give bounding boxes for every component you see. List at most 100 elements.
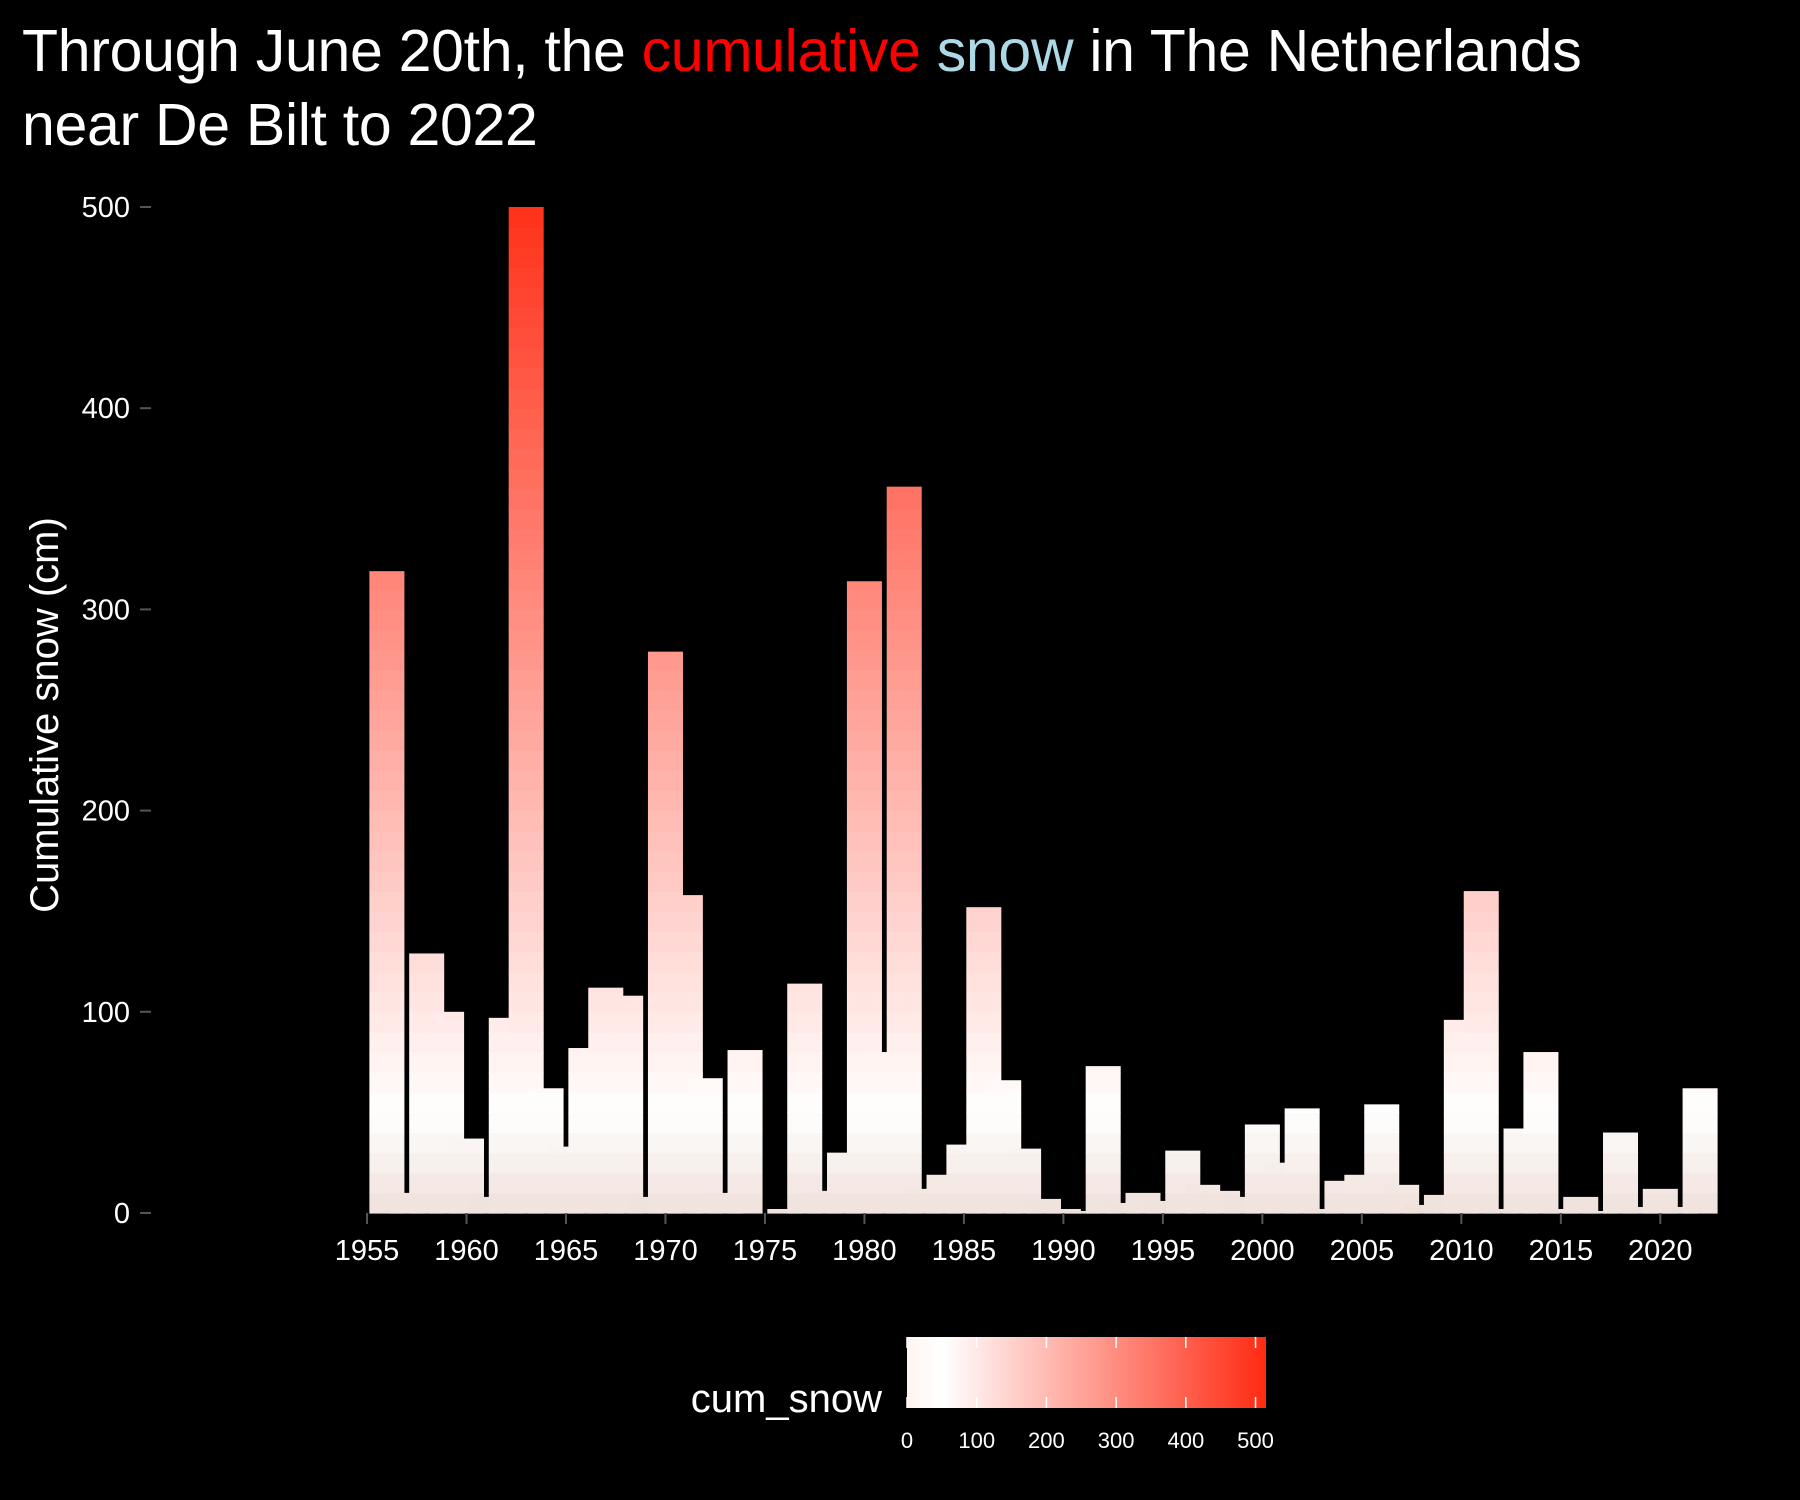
bar-segment <box>846 951 882 973</box>
bar-segment <box>966 991 1002 1013</box>
bar-segment <box>369 1112 405 1134</box>
bar-segment <box>787 1031 823 1053</box>
bar-segment <box>369 1052 405 1073</box>
bar-1990 <box>1045 1208 1081 1214</box>
bar-segment <box>508 790 544 812</box>
bar-segment <box>966 907 1002 912</box>
bar-segment <box>727 1050 763 1053</box>
bar-segment <box>846 891 882 912</box>
x-tick-label-1960: 1960 <box>434 1235 499 1267</box>
bar-segment <box>986 1112 1022 1134</box>
bar-segment <box>846 971 882 993</box>
bar-segment <box>568 1048 604 1053</box>
bar-segment <box>886 1092 922 1113</box>
bar-segment <box>369 710 405 731</box>
bar-segment <box>846 581 882 590</box>
bar-segment <box>787 1172 823 1194</box>
bar-segment <box>787 1011 823 1033</box>
bar-segment <box>548 1146 584 1154</box>
bar-segment <box>369 830 405 852</box>
bar-segment <box>1244 1132 1280 1154</box>
bar-2008 <box>1404 1204 1440 1214</box>
bar-segment <box>787 1112 823 1134</box>
bar-segment <box>508 991 544 1013</box>
bar-segment <box>1085 1152 1121 1174</box>
bar-segment <box>429 1092 465 1113</box>
bar-segment <box>369 770 405 792</box>
legend-tick-label-0: 0 <box>901 1428 913 1453</box>
bar-segment <box>1682 1132 1718 1154</box>
bar-segment <box>508 1072 544 1093</box>
bar-segment <box>1105 1202 1141 1214</box>
bar-segment <box>508 227 544 248</box>
bar-segment <box>846 810 882 832</box>
bar-segment <box>508 528 544 550</box>
bar-segment <box>1463 971 1499 993</box>
bar-2018 <box>1603 1132 1639 1214</box>
x-tick-label-1980: 1980 <box>832 1235 897 1267</box>
bar-segment <box>846 991 882 1013</box>
bar-segment <box>886 1112 922 1134</box>
bar-segment <box>886 508 922 530</box>
bar-segment <box>886 971 922 993</box>
bar-segment <box>886 528 922 550</box>
bar-segment <box>1085 1132 1121 1154</box>
bar-segment <box>647 770 683 792</box>
bar-segment <box>608 1052 644 1073</box>
bar-segment <box>886 750 922 771</box>
bar-segment <box>647 830 683 852</box>
legend-tick-label-300: 300 <box>1098 1428 1135 1453</box>
bar-segment <box>369 951 405 973</box>
bar-segment <box>369 730 405 751</box>
bar-segment <box>508 247 544 268</box>
bar-segment <box>369 1152 405 1174</box>
bar-segment <box>1045 1208 1081 1214</box>
bar-segment <box>906 1188 942 1194</box>
y-axis: 0 100 200 300 400 500 <box>82 192 151 1230</box>
bar-segment <box>966 971 1002 993</box>
bar-segment <box>647 750 683 771</box>
y-tick-label-300: 300 <box>82 594 130 626</box>
bar-segment <box>508 267 544 289</box>
bar-segment <box>508 207 544 228</box>
bar-segment <box>846 870 882 892</box>
bar-segment <box>1364 1104 1400 1113</box>
bar-segment <box>886 911 922 932</box>
bar-segment <box>886 710 922 731</box>
bar-segment <box>647 790 683 812</box>
bar-segment <box>846 649 882 671</box>
y-axis-title: Cumulative snow (cm) <box>23 517 67 913</box>
bar-segment <box>647 810 683 832</box>
bar-2002 <box>1284 1108 1320 1214</box>
bar-segment <box>508 367 544 389</box>
bar-segment <box>1384 1184 1420 1194</box>
bar-segment <box>727 1192 763 1214</box>
bar-segment <box>608 1152 644 1174</box>
bar-segment <box>667 971 703 993</box>
bar-segment <box>508 710 544 731</box>
x-tick-label-2005: 2005 <box>1330 1235 1395 1267</box>
bar-segment <box>846 911 882 932</box>
bar-segment <box>369 971 405 993</box>
bar-segment <box>508 891 544 912</box>
bar-segment <box>369 810 405 832</box>
bar-segment <box>508 730 544 751</box>
bar-segment <box>528 1088 564 1093</box>
bar-segment <box>1085 1072 1121 1093</box>
bar-segment <box>986 1132 1022 1154</box>
bar-segment <box>647 870 683 892</box>
x-tick-label-1990: 1990 <box>1031 1235 1096 1267</box>
bar-segment <box>608 1172 644 1194</box>
bar-segment <box>886 850 922 872</box>
x-tick-label-2015: 2015 <box>1529 1235 1594 1267</box>
bar-segment <box>846 589 882 610</box>
bar-segment <box>369 911 405 932</box>
bar-segment <box>787 1132 823 1154</box>
bar-segment <box>1523 1092 1559 1113</box>
bar-segment <box>608 1072 644 1093</box>
bar-segment <box>846 931 882 953</box>
bar-segment <box>886 569 922 590</box>
bar-segment <box>508 448 544 470</box>
bar-segment <box>1463 1132 1499 1154</box>
x-tick-label-2020: 2020 <box>1628 1235 1693 1267</box>
